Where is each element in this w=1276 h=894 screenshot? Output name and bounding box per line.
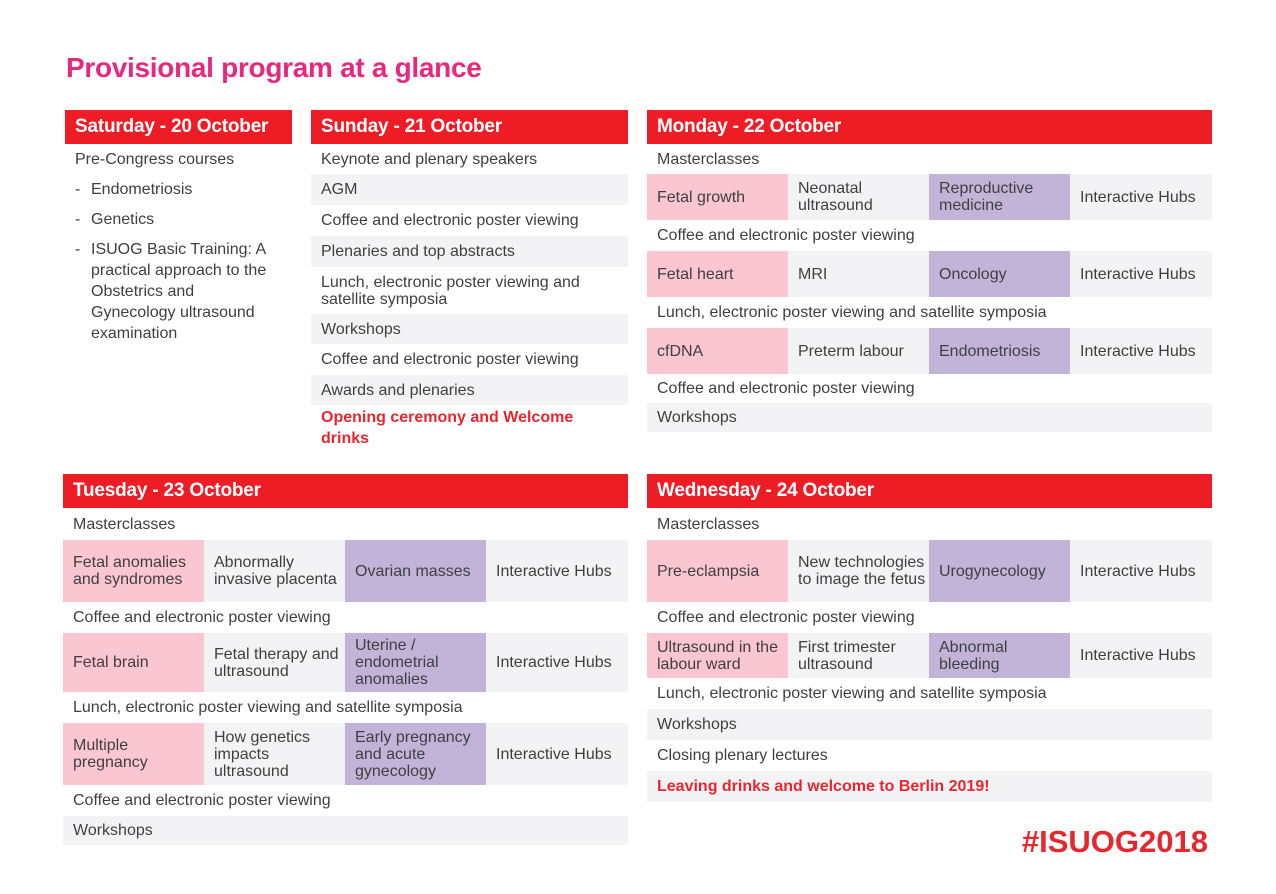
masterclass-cell: How genetics impacts ultrasound: [204, 723, 345, 785]
masterclass-cell: Fetal anomalies and syndromes: [63, 540, 204, 602]
saturday-course-list: Pre-Congress courses - Endometriosis - G…: [65, 149, 292, 344]
session-row: Lunch, electronic poster viewing and sat…: [657, 685, 1047, 702]
masterclass-grid: Ultrasound in the labour ward First trim…: [647, 633, 1212, 678]
session-row: Plenaries and top abstracts: [311, 236, 628, 267]
session-row: Coffee and electronic poster viewing: [657, 380, 915, 397]
session-row: Coffee and electronic poster viewing: [657, 609, 915, 626]
masterclass-cell: Fetal brain: [63, 633, 204, 692]
masterclass-cell: Abnormal bleeding: [929, 633, 1070, 678]
session-row: Coffee and electronic poster viewing: [73, 792, 331, 809]
opening-ceremony-row: Opening ceremony and Welcome drinks: [321, 409, 574, 447]
masterclass-cell: Interactive Hubs: [486, 633, 628, 692]
day-header-monday: Monday - 22 October: [647, 110, 1212, 144]
masterclass-cell: Oncology: [929, 251, 1070, 297]
masterclass-cell: Interactive Hubs: [486, 540, 628, 602]
masterclass-cell: Early pregnancy and acute gynecology: [345, 723, 486, 785]
masterclass-cell: Endometriosis: [929, 328, 1070, 374]
masterclasses-label: Masterclasses: [657, 515, 760, 533]
masterclass-cell: Interactive Hubs: [1070, 328, 1212, 374]
session-row: Coffee and electronic poster viewing: [657, 227, 915, 244]
masterclass-cell: cfDNA: [647, 328, 788, 374]
masterclass-cell: Fetal growth: [647, 174, 788, 220]
masterclass-cell: Multiple pregnancy: [63, 723, 204, 785]
masterclass-cell: New technologies to image the fetus: [788, 540, 929, 602]
session-row: Workshops: [647, 403, 1212, 432]
masterclass-cell: Neonatal ultrasound: [788, 174, 929, 220]
session-row: Keynote and plenary speakers: [321, 150, 538, 168]
masterclass-grid: Fetal brain Fetal therapy and ultrasound…: [63, 633, 628, 692]
masterclass-cell: Interactive Hubs: [1070, 174, 1211, 220]
day-sunday: Sunday - 21 October Keynote and plenary …: [311, 110, 628, 455]
saturday-intro: Pre-Congress courses: [75, 151, 235, 168]
course-endometriosis: Endometriosis: [91, 181, 193, 198]
session-row: Lunch, electronic poster viewing and sat…: [321, 273, 580, 308]
masterclass-grid: Fetal growth Neonatal ultrasound Reprodu…: [647, 174, 1212, 220]
masterclass-cell: Fetal heart: [647, 251, 788, 297]
bullet-dash: -: [75, 211, 81, 228]
session-row: Workshops: [63, 816, 628, 845]
masterclass-cell: Interactive Hubs: [1070, 251, 1212, 297]
masterclass-cell: Uterine / endometrial anomalies: [345, 633, 486, 692]
session-row: Workshops: [311, 314, 628, 344]
course-basic-training: ISUOG Basic Training: A practical approa…: [91, 241, 267, 342]
bullet-dash: -: [75, 181, 81, 198]
masterclass-cell: Interactive Hubs: [1070, 633, 1212, 678]
masterclass-cell: Urogynecology: [929, 540, 1070, 602]
session-row: Lunch, electronic poster viewing and sat…: [657, 304, 1047, 321]
masterclass-cell: Ovarian masses: [345, 540, 486, 602]
masterclass-cell: First trimester ultrasound: [788, 633, 929, 678]
masterclass-grid: Fetal heart MRI Oncology Interactive Hub…: [647, 251, 1212, 297]
masterclass-cell: Abnormally invasive placenta: [204, 540, 345, 602]
leaving-drinks-row: Leaving drinks and welcome to Berlin 201…: [647, 771, 1212, 802]
list-item: - Endometriosis: [75, 179, 292, 200]
session-row: Coffee and electronic poster viewing: [321, 351, 579, 368]
session-row: AGM: [311, 174, 628, 205]
day-saturday: Saturday - 20 October Pre-Congress cours…: [65, 110, 292, 344]
masterclass-cell: Interactive Hubs: [1070, 540, 1212, 602]
masterclass-grid: Pre-eclampsia New technologies to image …: [647, 540, 1212, 602]
day-header-saturday: Saturday - 20 October: [65, 110, 292, 144]
list-item: - ISUOG Basic Training: A practical appr…: [75, 239, 292, 344]
session-row: Awards and plenaries: [311, 375, 628, 405]
masterclass-cell: Reproductive medicine: [929, 174, 1070, 220]
masterclass-grid: Fetal anomalies and syndromes Abnormally…: [63, 540, 628, 602]
list-item: - Genetics: [75, 209, 292, 230]
session-row: Coffee and electronic poster viewing: [321, 212, 579, 229]
course-genetics: Genetics: [91, 211, 155, 228]
session-row: Coffee and electronic poster viewing: [73, 609, 331, 626]
day-wednesday: Wednesday - 24 October Masterclasses Pre…: [647, 474, 1212, 802]
day-monday: Monday - 22 October Masterclasses Fetal …: [647, 110, 1212, 432]
day-header-wednesday: Wednesday - 24 October: [647, 474, 1212, 508]
masterclass-cell: Fetal therapy and ultrasound: [204, 633, 345, 692]
day-tuesday: Tuesday - 23 October Masterclasses Fetal…: [63, 474, 628, 845]
masterclass-cell: MRI: [788, 251, 929, 297]
hashtag: #ISUOG2018: [1021, 824, 1208, 859]
masterclass-cell: Preterm labour: [788, 328, 929, 374]
masterclass-cell: Interactive Hubs: [486, 723, 628, 785]
session-row: Lunch, electronic poster viewing and sat…: [73, 699, 463, 716]
masterclasses-label: Masterclasses: [657, 150, 760, 168]
masterclass-cell: Ultrasound in the labour ward: [647, 633, 788, 678]
masterclass-grid: Multiple pregnancy How genetics impacts …: [63, 723, 628, 785]
day-header-sunday: Sunday - 21 October: [311, 110, 628, 144]
masterclasses-label: Masterclasses: [73, 515, 176, 533]
masterclass-cell: Pre-eclampsia: [647, 540, 788, 602]
session-row: Closing plenary lectures: [657, 747, 828, 764]
day-header-tuesday: Tuesday - 23 October: [63, 474, 628, 508]
bullet-dash: -: [75, 241, 81, 258]
session-row: Workshops: [647, 709, 1212, 740]
page-title: Provisional program at a glance: [66, 52, 482, 83]
masterclass-grid: cfDNA Preterm labour Endometriosis Inter…: [647, 328, 1212, 374]
